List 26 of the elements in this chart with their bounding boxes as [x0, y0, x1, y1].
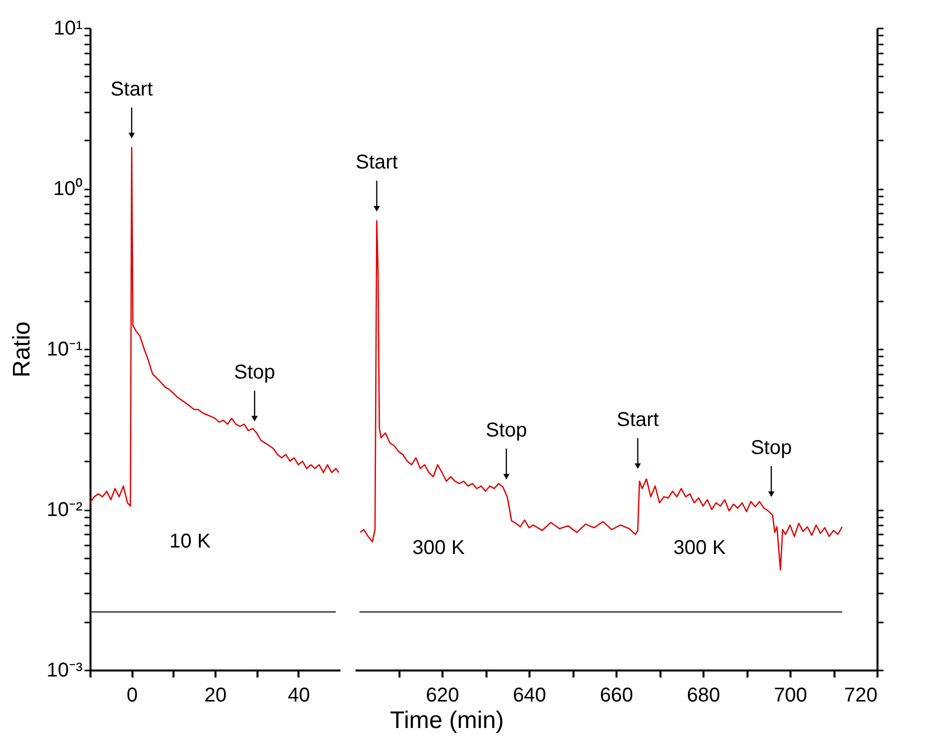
x-tick-label: 720: [844, 684, 878, 706]
y-tick-label: 10⁻²: [46, 499, 83, 521]
x-axis-title: Time (min): [390, 707, 504, 734]
x-tick-label: 700: [774, 684, 808, 706]
y-tick-label: 10⁰: [53, 177, 82, 200]
x-tick-label: 20: [204, 684, 227, 706]
annotation: Stop: [234, 362, 276, 384]
x-tick-label: 640: [512, 684, 546, 706]
annotation: Start: [110, 78, 154, 101]
x-tick-label: 0: [126, 684, 138, 706]
annotation: Start: [616, 409, 660, 432]
annotation: 300 K: [412, 537, 466, 560]
y-tick-label: 10¹: [54, 18, 83, 40]
annotation: Start: [356, 152, 398, 174]
annotation: 300 K: [673, 537, 726, 560]
annotation: 10 K: [169, 530, 212, 553]
x-tick-label: 680: [686, 684, 720, 706]
y-tick-label: 10⁻³: [46, 660, 83, 682]
annotation: Stop: [486, 420, 527, 442]
x-tick-label: 40: [288, 684, 310, 706]
x-tick-label: 620: [426, 684, 460, 706]
x-tick-label: 660: [600, 684, 634, 706]
y-axis-title: Ratio: [8, 321, 36, 378]
y-tick-label: 10⁻¹: [46, 338, 83, 360]
annotation: Stop: [750, 437, 792, 460]
line-series: [90, 146, 340, 507]
